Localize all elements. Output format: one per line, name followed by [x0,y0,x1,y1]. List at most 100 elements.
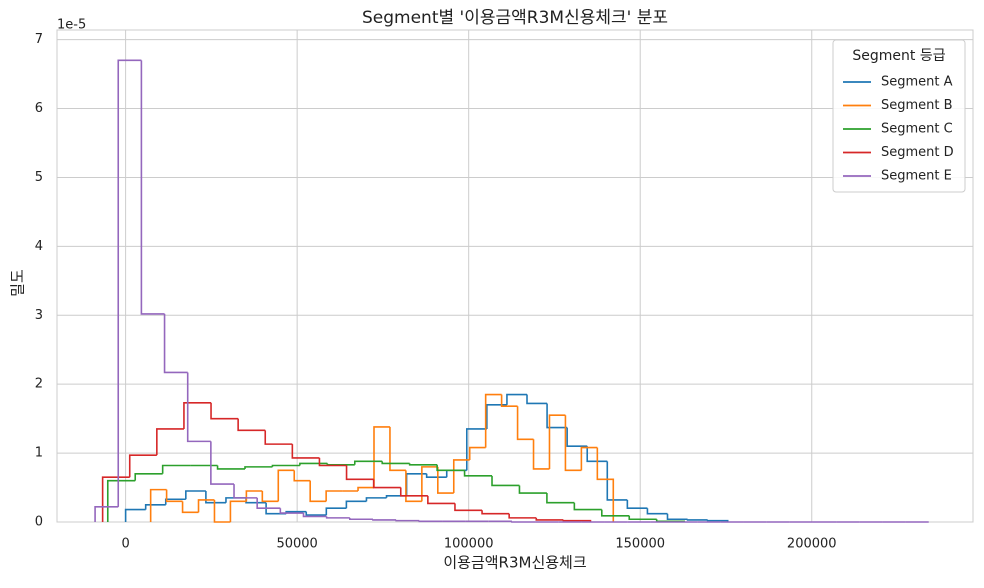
histogram-step [373,426,390,488]
histogram-step [144,503,166,510]
series [149,393,615,523]
histogram-step [117,59,142,507]
histogram-step [626,499,648,510]
histogram-step [197,499,215,513]
histogram-step [465,428,487,471]
y-tick-label: 3 [35,308,43,323]
histogram-step [233,484,258,499]
x-tick-label: 100000 [444,537,494,552]
histogram-step [164,498,186,505]
histogram-step [216,465,246,470]
x-tick-label: 200000 [787,537,837,552]
histogram-step [518,485,547,494]
histogram-step [486,404,507,429]
histogram-step [452,459,470,494]
histogram-step [229,500,247,522]
histogram-step [686,519,708,521]
histogram-step [302,513,327,518]
histogram-step [491,475,520,487]
histogram-step [484,393,502,448]
x-axis-label: 이용금액R3M신용체크 [443,554,586,572]
histogram-step [244,466,273,469]
histogram-step [408,463,438,466]
histogram-step [291,444,320,459]
histogram-step [546,493,575,504]
histogram-step [163,313,188,374]
histogram-step [566,427,588,448]
histogram-step [106,479,136,522]
legend-label: Segment D [881,145,954,160]
histogram-step [128,454,157,478]
histogram-step [156,428,184,456]
histogram-step [309,480,327,503]
histogram-step [468,446,486,460]
histogram-step [389,426,406,472]
histogram-step [427,495,455,505]
histogram-step [318,457,347,467]
histogram-step [277,469,295,502]
legend-label: Segment C [881,122,953,137]
histogram-step [606,461,628,501]
histogram-step [325,490,343,502]
histogram-step [94,506,119,522]
histogram-step [385,495,407,498]
legend-box [832,39,966,193]
histogram-step [305,511,327,516]
histogram-step [526,394,548,405]
histogram-step [261,490,279,503]
histogram-step [564,415,582,472]
histogram-step [596,447,615,522]
histogram-step [183,401,212,429]
histogram-step [573,502,602,511]
histogram-step [506,393,528,405]
legend-label: Segment B [881,98,953,113]
histogram-step [271,464,300,467]
histogram-step [381,461,410,465]
legend-label: Segment A [881,75,953,90]
histogram-step [600,509,630,517]
histogram-step [535,517,564,521]
histogram-step [264,430,293,445]
histogram-step [425,473,447,479]
histogram-step [181,501,199,514]
histogram-step [185,490,206,500]
histogram-step [365,497,387,502]
histogram-step [405,470,422,503]
histogram-step [345,465,374,481]
histogram-step [299,462,328,466]
histogram-step [666,513,688,521]
histogram-step [349,517,373,521]
y-axis-label: 밀도 [9,269,27,297]
y-tick-label: 6 [35,101,43,116]
x-tick-label: 50000 [276,537,317,552]
y-tick-label: 4 [35,239,43,254]
histogram-step [399,487,428,497]
histogram-step [256,497,281,510]
histogram-step [372,479,401,489]
histogram-step [345,500,367,509]
x-tick-label: 0 [121,537,129,552]
y-tick-label: 0 [35,515,43,530]
chart-title: Segment별 '이용금액R3M신용체크' 분포 [362,8,668,28]
histogram-step [210,441,235,485]
histogram-step [500,394,518,408]
y-tick-label: 5 [35,170,43,185]
histogram-step [516,406,534,441]
histogram-step [293,470,311,482]
histogram-step [548,414,566,469]
histogram-step [511,521,536,523]
histogram-step [481,510,510,515]
histogram-step [418,520,443,523]
histogram-step [437,466,454,494]
histogram-step [140,60,165,315]
histogram-step [586,446,608,463]
x-tick-label: 150000 [615,537,665,552]
histogram-step [186,372,211,443]
histogram-step [237,418,266,432]
histogram-step [463,470,493,477]
histogram-step [161,464,191,474]
histogram-step [265,502,287,515]
histogram-step [580,446,598,471]
